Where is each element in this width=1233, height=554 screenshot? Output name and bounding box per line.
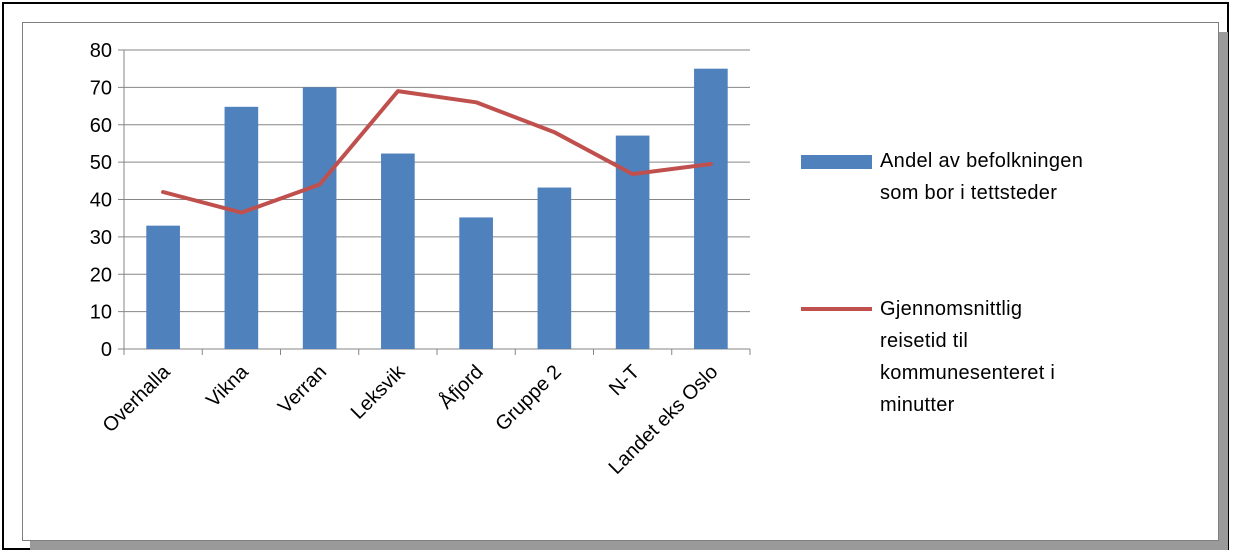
x-category-label: Verran [274,361,331,418]
y-tick-label: 20 [90,264,112,286]
bar [694,68,728,349]
bar [146,225,180,349]
x-category-label: Vikna [202,360,253,411]
y-tick-label: 70 [90,77,112,99]
legend-swatch-bar [801,155,872,169]
bar [224,106,259,349]
bar [459,217,493,349]
y-tick-label: 60 [90,115,112,137]
y-tick-label: 10 [90,302,112,324]
y-tick-label: 0 [101,339,112,361]
legend-swatch-line [801,307,872,311]
x-category-label: Overhalla [99,360,176,437]
y-tick-label: 80 [90,40,112,62]
x-category-label: Åfjord [434,360,487,413]
x-category-label: Gruppe 2 [491,361,566,436]
x-category-label: N-T [605,361,644,400]
series-line [161,89,713,215]
x-category-label: Leksvik [347,360,410,423]
legend-label-line: Gjennomsnittlig reisetid til kommunesent… [880,298,1056,416]
bar [381,153,415,349]
legend-label-bar: Andel av befolkningen som bor i tettsted… [880,150,1084,204]
bar [302,87,337,349]
y-tick-label: 40 [90,190,112,212]
y-tick-label: 50 [90,152,112,174]
y-tick-label: 30 [90,227,112,249]
bar [537,187,572,349]
